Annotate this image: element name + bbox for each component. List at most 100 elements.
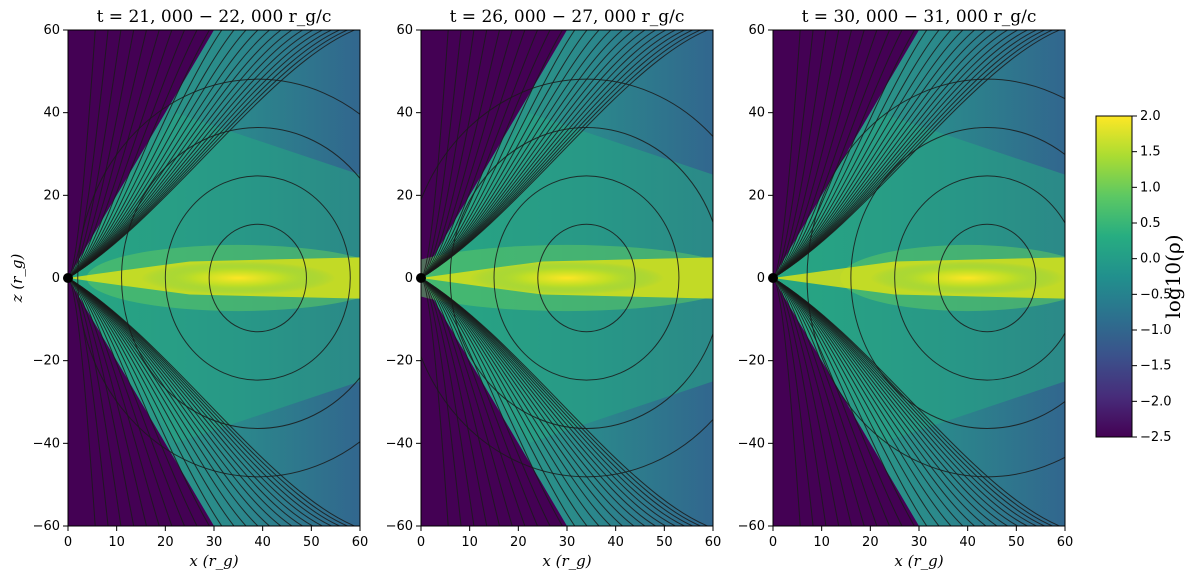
- field-line: [421, 30, 526, 279]
- field-line: [68, 30, 271, 279]
- colorbar: 2.0 1.5 1.0 0.5 0.0 −0.5 −1.0 −1.5 −2.0 −2.5 log10…: [1095, 109, 1185, 445]
- y-tick-label: 40: [43, 106, 60, 121]
- panel-1: 0 10 20 30 40 50 60 −60 −40 −20 0 20 40 60 t = 21, 000…: [8, 7, 368, 570]
- field-line: [773, 30, 801, 279]
- colorbar-tick-label: 1.5: [1140, 145, 1161, 160]
- field-line: [421, 30, 449, 279]
- field-lines: [68, 30, 360, 526]
- field-line: [68, 30, 259, 279]
- field-line: [773, 30, 878, 279]
- y-tick-label: −60: [386, 519, 413, 534]
- colorbar-tick-label: 1.0: [1140, 180, 1161, 195]
- field-line: [68, 30, 148, 279]
- field-line: [421, 30, 576, 279]
- y-tick-label: −20: [33, 354, 60, 369]
- field-line: [421, 277, 612, 526]
- field-line: [68, 30, 173, 279]
- colorbar-tick-label: −2.5: [1140, 430, 1172, 445]
- field-line: [421, 30, 551, 279]
- field-line: [773, 30, 903, 279]
- field-line: [421, 30, 600, 279]
- field-line: [68, 277, 122, 526]
- y-tick-label: 60: [43, 23, 60, 38]
- field-line: [773, 277, 940, 526]
- y-tick-label: −40: [33, 436, 60, 451]
- x-tick-label: 50: [1008, 535, 1025, 550]
- y-tick-label: 20: [43, 188, 60, 203]
- field-line: [68, 277, 282, 526]
- field-line: [68, 277, 357, 526]
- y-tick-label: −40: [738, 436, 765, 451]
- field-loop: [208, 223, 307, 333]
- field-line: [68, 30, 96, 279]
- field-line: [773, 30, 865, 279]
- y-tick-label: 20: [396, 188, 413, 203]
- field-line: [421, 277, 588, 526]
- field-line: [421, 30, 488, 279]
- field-line: [773, 277, 814, 526]
- field-line: [773, 30, 998, 279]
- x-tick-label: 0: [417, 535, 425, 550]
- field-line: [421, 277, 488, 526]
- field-line: [421, 277, 646, 526]
- field-line: [68, 30, 235, 279]
- x-tick-label: 40: [959, 535, 976, 550]
- field-line: [773, 277, 952, 526]
- colorbar-tick-label: −1.0: [1140, 323, 1172, 338]
- x-tick-label: 0: [769, 535, 777, 550]
- field-line: [421, 277, 576, 526]
- field-loop: [894, 175, 1065, 381]
- field-line: [68, 277, 186, 526]
- field-loop: [77, 78, 360, 478]
- x-tick-label: 60: [1057, 535, 1074, 550]
- field-line: [773, 30, 987, 279]
- field-loop: [537, 223, 636, 333]
- field-line: [68, 30, 198, 279]
- field-line: [68, 30, 211, 279]
- field-line: [421, 277, 624, 526]
- field-line: [421, 277, 513, 526]
- field-line: [68, 30, 247, 279]
- y-tick-label: −60: [738, 519, 765, 534]
- field-line: [68, 277, 135, 526]
- field-line: [773, 30, 853, 279]
- field-line: [421, 277, 526, 526]
- x-tick-label: 40: [607, 535, 624, 550]
- field-line: [68, 277, 235, 526]
- field-line: [773, 277, 853, 526]
- field-line: [68, 277, 271, 526]
- field-line: [68, 277, 198, 526]
- field-line: [421, 277, 449, 526]
- field-line: [68, 277, 148, 526]
- field-line: [68, 277, 211, 526]
- field-line: [68, 277, 259, 526]
- field-line: [68, 30, 160, 279]
- x-tick-label: 50: [303, 535, 320, 550]
- x-tick-label: 0: [64, 535, 72, 550]
- density-map: [421, 30, 713, 526]
- field-line: [421, 30, 646, 279]
- field-line: [421, 277, 539, 526]
- y-tick-label: −40: [386, 436, 413, 451]
- x-tick-label: 30: [911, 535, 928, 550]
- field-loop: [421, 78, 713, 478]
- field-line: [421, 30, 710, 279]
- field-line: [773, 277, 865, 526]
- field-line: [773, 277, 964, 526]
- panel-title: t = 30, 000 − 31, 000 r_g/c: [802, 7, 1037, 27]
- field-line: [773, 277, 840, 526]
- field-loop: [850, 127, 1065, 429]
- field-line: [773, 277, 827, 526]
- x-tick-label: 20: [862, 535, 879, 550]
- y-tick-label: 0: [52, 271, 60, 286]
- field-line: [421, 30, 612, 279]
- field-line: [773, 277, 987, 526]
- field-line: [773, 277, 928, 526]
- x-axis-label: x (r_g): [542, 552, 591, 570]
- colorbar-tick-label: 0.0: [1140, 252, 1161, 267]
- y-tick-label: 40: [748, 106, 765, 121]
- field-loop: [806, 78, 1065, 478]
- colorbar-tick-label: −0.5: [1140, 287, 1172, 302]
- field-line: [773, 277, 903, 526]
